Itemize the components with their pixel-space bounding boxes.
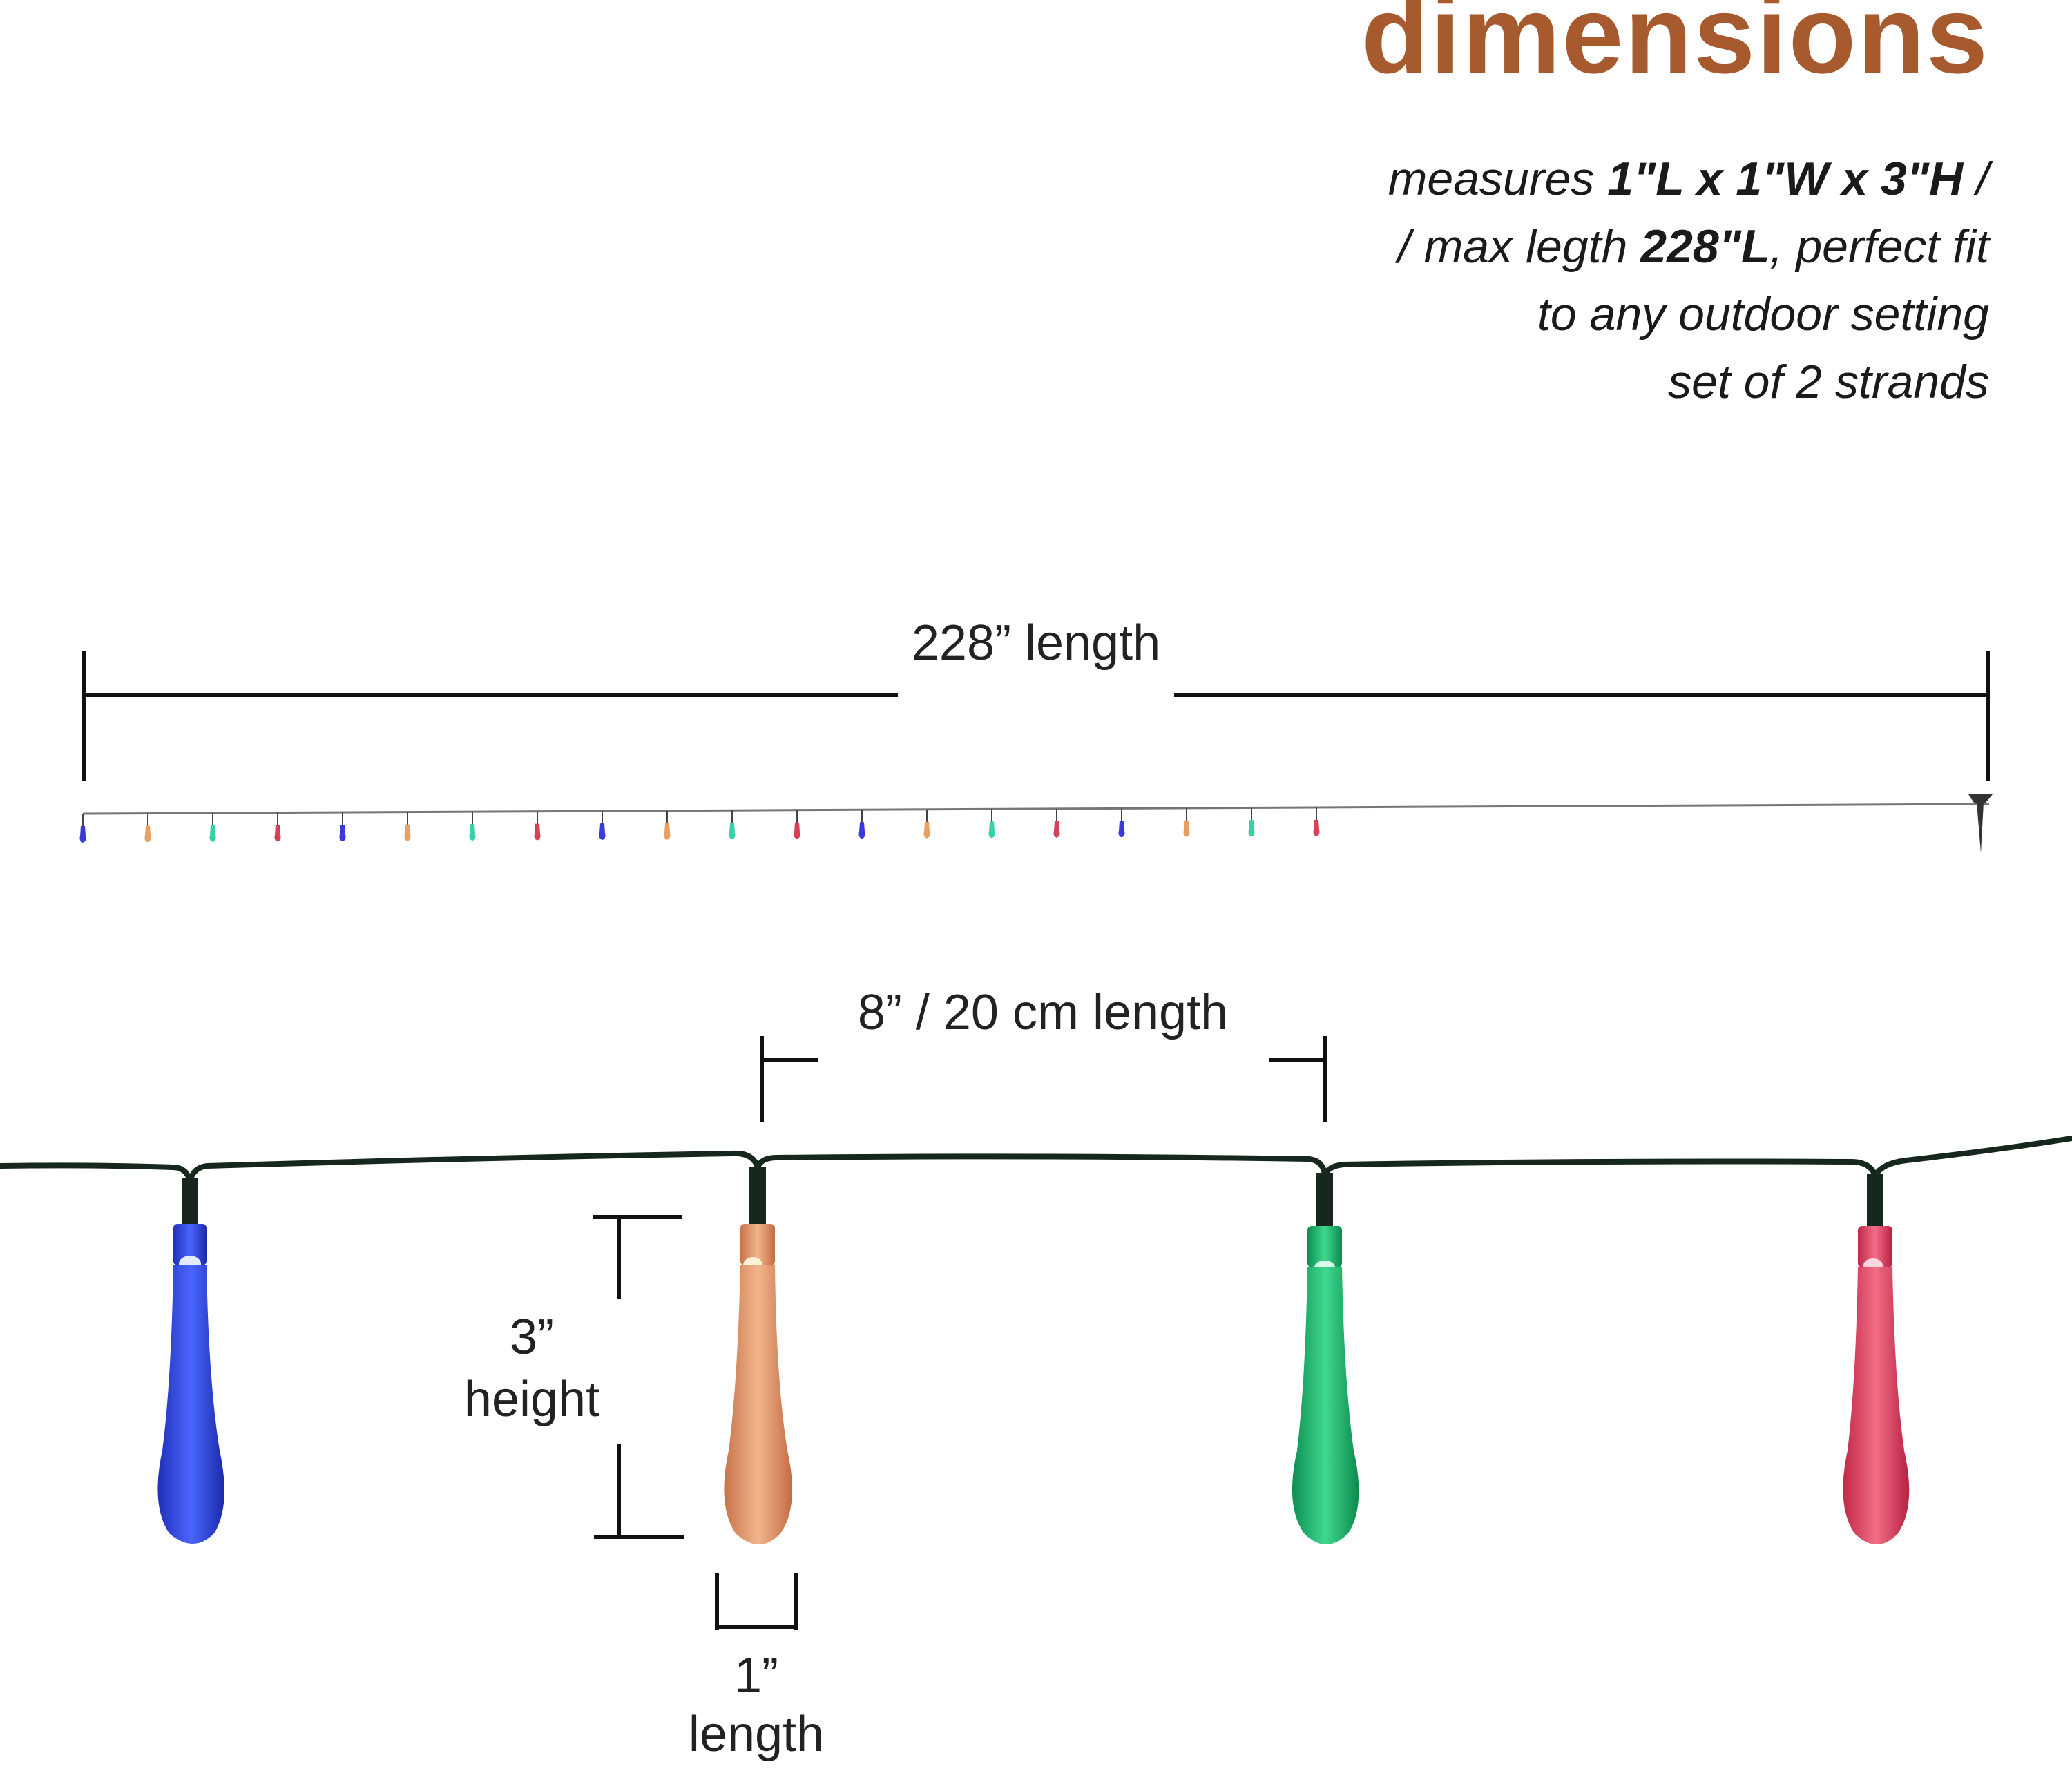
spacing-length-label: 8” / 20 cm length <box>857 985 1229 1040</box>
mini-bulb-blue <box>339 812 346 842</box>
mini-bulb-orange <box>1183 807 1190 837</box>
description-line-4: set of 2 strands <box>1668 356 1989 408</box>
mini-bulb-teal <box>469 812 476 841</box>
total-length-label: 228” length <box>911 615 1161 671</box>
width-word-label: length <box>688 1707 825 1762</box>
description-line-3: to any outdoor setting <box>1537 288 1989 341</box>
mini-strand <box>79 794 1993 853</box>
mini-bulb-orange <box>923 809 930 839</box>
mini-bulb-blue <box>599 811 606 841</box>
mini-bulb-teal <box>1248 807 1255 837</box>
height-word-label: height <box>463 1372 600 1427</box>
bulb-blue <box>157 1178 224 1544</box>
mini-bulb-red <box>794 810 800 839</box>
bulb-green <box>1292 1173 1359 1544</box>
mini-bulb-red <box>1053 808 1060 838</box>
spacing-dimension <box>760 1036 1327 1122</box>
height-value-label: 3” <box>509 1310 555 1365</box>
total-length-dimension <box>82 651 1990 781</box>
mini-bulb-red <box>1313 807 1320 836</box>
mini-bulb-blue <box>79 814 86 843</box>
description-line-1: measures 1"L x 1"W x 3"H / <box>1388 153 1989 205</box>
mini-bulb-orange <box>144 813 151 843</box>
mini-bulb-teal <box>729 810 736 840</box>
mini-bulb-teal <box>209 813 216 843</box>
mini-bulb-red <box>274 812 281 842</box>
max-length-value: 228"L <box>1640 220 1770 273</box>
page-title: dimensions <box>1361 0 1989 96</box>
description-line-2: / max legth 228"L, perfect fit <box>1397 220 1989 273</box>
ground-stake-icon <box>1968 794 1993 853</box>
mini-bulb-red <box>534 811 541 841</box>
bulb-red <box>1843 1174 1910 1544</box>
height-dimension <box>593 1215 684 1539</box>
bulb-orange <box>724 1167 793 1544</box>
mini-bulb-blue <box>1118 808 1125 838</box>
mini-bulbs <box>79 807 1320 843</box>
width-dimension <box>715 1573 798 1630</box>
mini-bulb-orange <box>664 810 671 840</box>
mini-bulb-teal <box>988 809 995 839</box>
mini-bulb-orange <box>404 812 411 841</box>
product-description: measures 1"L x 1"W x 3"H / / max legth 2… <box>1388 145 1989 416</box>
dimensions-value: 1"L x 1"W x 3"H <box>1607 153 1964 205</box>
light-wire <box>0 1136 2072 1184</box>
mini-bulb-blue <box>858 810 865 839</box>
width-value-label: 1” <box>733 1648 779 1703</box>
